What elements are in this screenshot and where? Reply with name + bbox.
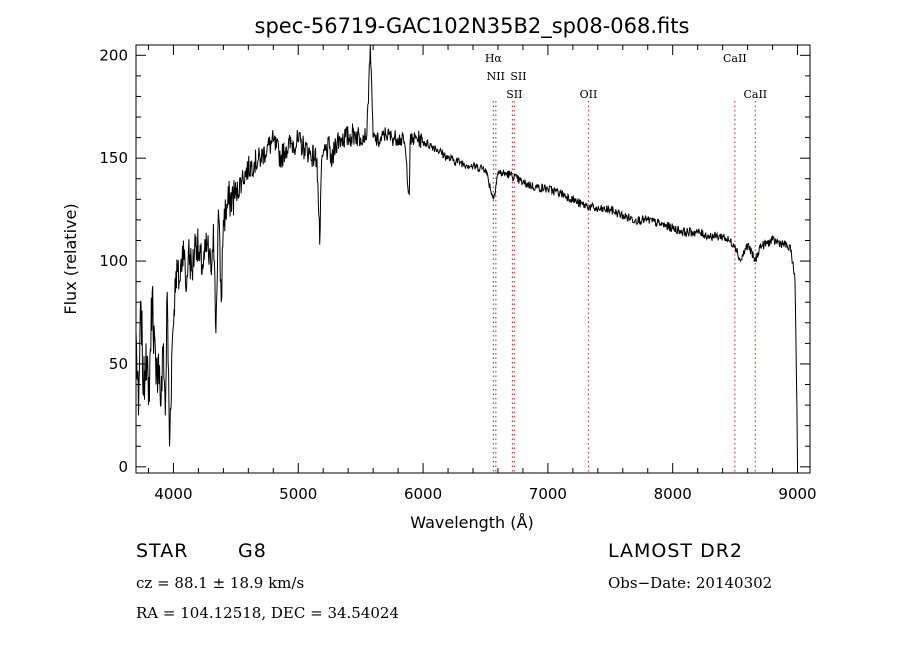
- line-marker-label: OII: [580, 88, 598, 101]
- y-tick-label: 50: [109, 355, 128, 373]
- series-layer: [135, 44, 798, 467]
- survey-name: LAMOST DR2: [608, 540, 743, 562]
- spectral-subclass: G8: [238, 540, 267, 562]
- line-marker-label: SII: [510, 70, 526, 83]
- coordinates: RA = 104.12518, DEC = 34.54024: [136, 604, 400, 622]
- spectrum-line: [135, 44, 798, 467]
- observation-date: Obs−Date: 20140302: [608, 574, 773, 592]
- object-type: STAR: [136, 540, 189, 562]
- redshift-velocity: cz = 88.1 ± 18.9 km/s: [136, 574, 305, 592]
- x-axis-label: Wavelength (Å): [410, 513, 533, 532]
- y-tick-label: 0: [118, 458, 128, 476]
- line-marker-label: CaII: [743, 88, 767, 101]
- axis-ticks: 4000 5000 6000 7000 8000 9000 0 50 100 150 200: [99, 45, 817, 503]
- y-tick-label: 200: [99, 46, 128, 64]
- y-tick-label: 100: [99, 252, 128, 270]
- x-tick-label: 5000: [279, 485, 317, 503]
- line-marker-label: NII: [487, 70, 505, 83]
- x-tick-label: 6000: [404, 485, 442, 503]
- x-tick-label: 7000: [529, 485, 567, 503]
- plot-frame: [135, 44, 811, 474]
- x-tick-label: 8000: [654, 485, 692, 503]
- y-axis-label: Flux (relative): [61, 203, 80, 314]
- x-tick-label: 9000: [778, 485, 816, 503]
- chart-title: spec-56719-GAC102N35B2_sp08-068.fits: [255, 14, 690, 39]
- line-marker-label: Hα: [485, 52, 503, 65]
- x-tick-label: 4000: [154, 485, 192, 503]
- y-tick-label: 150: [99, 149, 128, 167]
- line-marker-label: CaII: [723, 52, 747, 65]
- line-marker-label: SII: [506, 88, 522, 101]
